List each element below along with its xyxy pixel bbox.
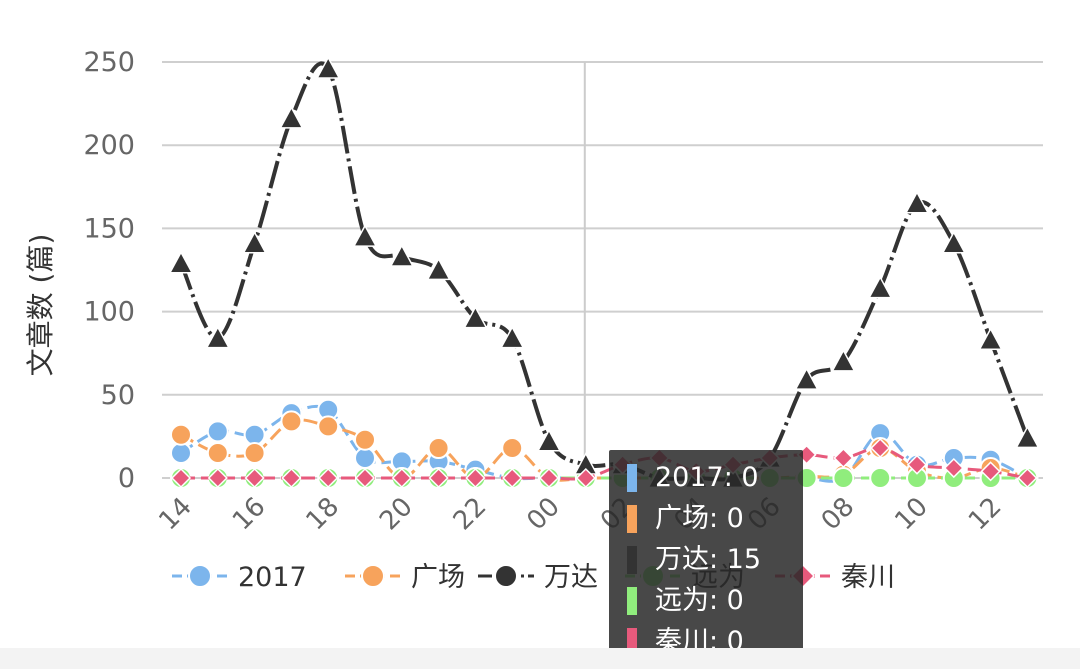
y-tick-label: 250: [83, 47, 135, 78]
series-line: [179, 61, 1030, 482]
data-point[interactable]: [168, 250, 194, 274]
data-point[interactable]: [869, 467, 892, 489]
data-point[interactable]: [318, 467, 339, 489]
y-axis-label: 文章数 (篇): [24, 234, 57, 377]
tooltip-row: 广场: 0: [655, 503, 744, 534]
data-point[interactable]: [170, 442, 192, 465]
tooltip-box: [609, 450, 803, 669]
data-point[interactable]: [243, 442, 266, 465]
data-point[interactable]: [281, 467, 302, 489]
tooltip-row: 2017: 0: [655, 462, 759, 493]
data-point[interactable]: [575, 467, 596, 489]
data-point[interactable]: [207, 467, 228, 489]
data-point[interactable]: [244, 467, 265, 489]
x-tick-label: 18: [301, 492, 346, 537]
legend-marker: [494, 564, 518, 588]
x-tick-label: 14: [153, 492, 198, 537]
y-tick-label: 50: [101, 380, 135, 411]
x-tick-label: 08: [816, 492, 861, 537]
data-point[interactable]: [280, 410, 303, 433]
y-tick-label: 100: [83, 297, 135, 328]
legend-label: 万达: [544, 562, 598, 593]
data-point[interactable]: [427, 437, 450, 460]
data-point[interactable]: [170, 423, 192, 446]
data-point[interactable]: [502, 467, 523, 489]
data-point[interactable]: [867, 275, 893, 299]
data-point[interactable]: [831, 348, 856, 372]
data-point[interactable]: [206, 420, 229, 443]
series-line: [180, 404, 1029, 483]
legend-marker: [361, 564, 385, 588]
data-point[interactable]: [941, 230, 967, 254]
data-point[interactable]: [205, 325, 231, 349]
data-point[interactable]: [463, 305, 488, 329]
data-point[interactable]: [978, 327, 1003, 350]
data-point[interactable]: [279, 105, 304, 129]
x-tick-label: 20: [374, 492, 419, 537]
data-point[interactable]: [354, 428, 376, 451]
data-point[interactable]: [870, 437, 891, 459]
bottom-bar: [0, 648, 1080, 669]
x-tick-label: 22: [448, 492, 493, 537]
data-point[interactable]: [354, 467, 376, 489]
data-point[interactable]: [170, 467, 192, 489]
tooltip-swatch: [627, 628, 637, 656]
data-point[interactable]: [501, 437, 524, 460]
data-point[interactable]: [465, 467, 486, 489]
data-point[interactable]: [538, 467, 560, 489]
data-point[interactable]: [391, 467, 412, 489]
data-point[interactable]: [354, 447, 376, 470]
data-point[interactable]: [794, 367, 819, 390]
x-tick-label: 16: [227, 492, 272, 537]
y-tick-label: 0: [118, 463, 135, 494]
legend-item-2017[interactable]: 2017: [172, 562, 307, 593]
tooltip-swatch: [627, 546, 637, 574]
y-tick-label: 150: [83, 213, 135, 244]
series-layer: [168, 56, 1040, 489]
grid-lines: [162, 61, 1043, 479]
data-point[interactable]: [428, 467, 449, 489]
data-point[interactable]: [389, 244, 415, 267]
tooltip-row: 万达: 15: [655, 544, 761, 575]
tooltip-row: 远为: 0: [655, 585, 744, 616]
data-point[interactable]: [206, 442, 229, 465]
data-point[interactable]: [352, 224, 378, 247]
legend-item-万达[interactable]: 万达: [478, 562, 598, 593]
legend-item-广场[interactable]: 广场: [345, 562, 465, 593]
data-point[interactable]: [904, 190, 930, 214]
data-point[interactable]: [1015, 425, 1040, 449]
data-point[interactable]: [832, 467, 855, 489]
data-point[interactable]: [499, 325, 525, 349]
data-point[interactable]: [315, 56, 341, 79]
data-point[interactable]: [242, 230, 267, 254]
data-point[interactable]: [536, 428, 562, 452]
data-point[interactable]: [426, 257, 451, 281]
data-point[interactable]: [1017, 467, 1038, 489]
x-tick-label: 00: [521, 492, 566, 537]
x-tick-label: 10: [889, 492, 934, 537]
data-point[interactable]: [906, 454, 928, 475]
y-tick-label: 200: [83, 130, 135, 161]
data-point[interactable]: [243, 423, 266, 446]
tooltip-swatch: [627, 464, 637, 492]
y-axis: 0 50 100 150 200 250: [83, 47, 135, 494]
legend-label: 2017: [238, 562, 307, 593]
data-point[interactable]: [317, 415, 340, 438]
tooltip-swatch: [627, 587, 637, 615]
legend-label: 秦川: [841, 562, 895, 593]
x-tick-label: 12: [963, 492, 1008, 537]
legend-marker: [188, 564, 212, 588]
tooltip-swatch: [627, 505, 637, 533]
data-point[interactable]: [833, 447, 854, 469]
data-point[interactable]: [943, 457, 964, 479]
data-point[interactable]: [980, 461, 1001, 482]
legend-label: 广场: [411, 562, 465, 593]
series-万达: [168, 56, 1040, 489]
x-axis: 141618202200020406081012: [153, 492, 1007, 537]
